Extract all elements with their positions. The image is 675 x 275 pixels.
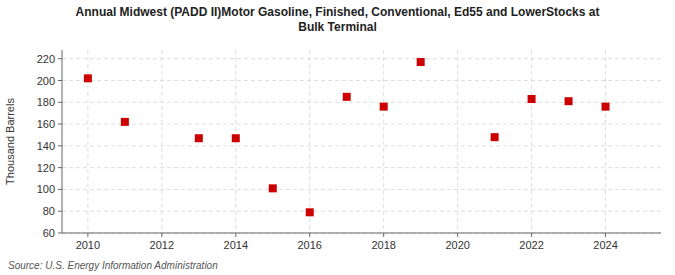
x-tick [531,233,532,237]
y-tick-label: 140 [37,140,55,152]
point [565,97,573,105]
point [528,95,536,103]
chart: Annual Midwest (PADD II)Motor Gasoline, … [0,0,675,275]
point [121,118,129,126]
point [232,134,240,142]
x-tick-label: 2012 [150,239,174,251]
title: Annual Midwest (PADD II)Motor Gasoline, … [76,5,600,34]
grid-line [62,58,661,59]
grid-line [62,211,661,212]
grid-line [62,233,661,234]
y-tick-label: 60 [43,227,55,239]
y-tick [58,189,62,190]
y-tick-label: 160 [37,118,55,130]
y-tick [58,80,62,81]
x-tick-label: 2024 [593,239,617,251]
point [343,93,351,101]
grid-line [161,50,162,233]
x-tick-label: 2018 [371,239,395,251]
y-tick [58,167,62,168]
grid-line [62,189,661,190]
y-tick [58,211,62,212]
point [380,103,388,111]
y-axis-line [62,50,63,233]
x-tick [161,233,162,237]
grid-line [605,50,606,233]
grid-line [62,145,661,146]
y-tick-label: 180 [37,96,55,108]
x-axis-line [62,233,661,234]
y-tick-label: 80 [43,205,55,217]
y-tick [58,145,62,146]
point [269,184,277,192]
grid-line [309,50,310,233]
point [602,103,610,111]
y-tick [58,58,62,59]
grid-line [531,50,532,233]
grid-line [62,80,661,81]
y-axis-label: Thousand Barrels [4,98,16,185]
y-tick-label: 200 [37,75,55,87]
x-tick-label: 2016 [297,239,321,251]
x-tick [235,233,236,237]
grid-line [62,167,661,168]
points [84,58,610,216]
y-tick [58,124,62,125]
x-tick-label: 2022 [519,239,543,251]
x-tick-label: 2020 [445,239,469,251]
x-tick [605,233,606,237]
point [195,134,203,142]
grid-line [457,50,458,233]
point [306,208,314,216]
x-tick-label: 2014 [224,239,248,251]
y-tick-label: 120 [37,162,55,174]
x-tick [87,233,88,237]
source-note: Source: U.S. Energy Information Administ… [8,260,218,271]
grid-line [383,50,384,233]
y-tick [58,233,62,234]
axes: 2010 2012 2014 2016 2018 2020 2022 2024 60 80 100 1… [37,50,661,251]
x-tick-label: 2010 [76,239,100,251]
x-tick [457,233,458,237]
y-tick [58,102,62,103]
y-tick-label: 220 [37,53,55,65]
point [417,58,425,66]
grid [62,50,661,233]
y-tick-label: 100 [37,183,55,195]
grid-line [62,124,661,125]
point [491,133,499,141]
x-tick [383,233,384,237]
point [84,74,92,82]
x-tick [309,233,310,237]
